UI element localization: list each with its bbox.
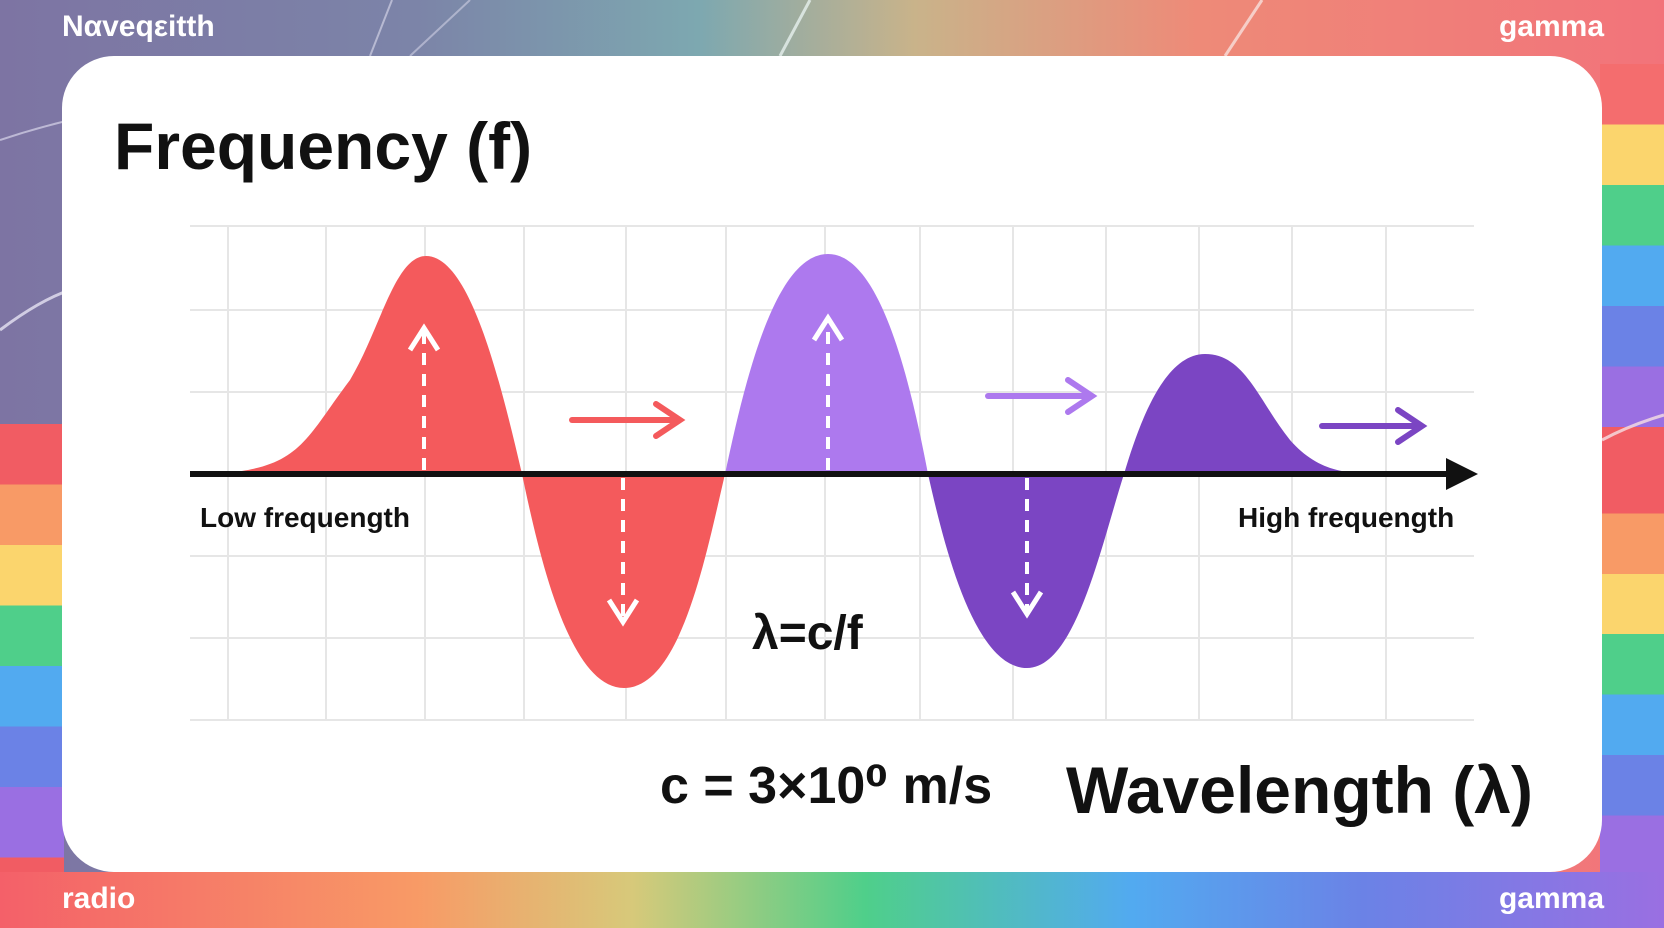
propagation-arrows	[569, 377, 1428, 445]
corner-label-bottom-right: gamma	[1498, 882, 1604, 915]
x-axis	[190, 458, 1478, 490]
wave-lobe-5	[1124, 354, 1390, 474]
formula-label: λ=c/f	[752, 607, 863, 660]
high-frequency-label: High frequength	[1238, 502, 1455, 533]
wave-lobe-1	[190, 256, 522, 474]
speed-of-light-label: c = 3×10⁰ m/s	[660, 757, 993, 815]
corner-label-top-right: gamma	[1498, 10, 1604, 43]
corner-label-top-left: Ναveqεitth	[62, 10, 215, 43]
wave-lobe-2	[522, 474, 725, 688]
right-rainbow-stripe	[1600, 64, 1664, 928]
wavelength-label: Wavelength (λ)	[1066, 753, 1533, 827]
displacement-arrows	[407, 313, 1044, 627]
diagram-title: Frequency (f)	[114, 109, 533, 183]
corner-label-bottom-left: radio	[62, 882, 136, 915]
left-rainbow-stripe	[0, 424, 64, 928]
bottom-rainbow-stripe	[0, 872, 1664, 928]
low-frequency-label: Low frequength	[200, 502, 410, 533]
